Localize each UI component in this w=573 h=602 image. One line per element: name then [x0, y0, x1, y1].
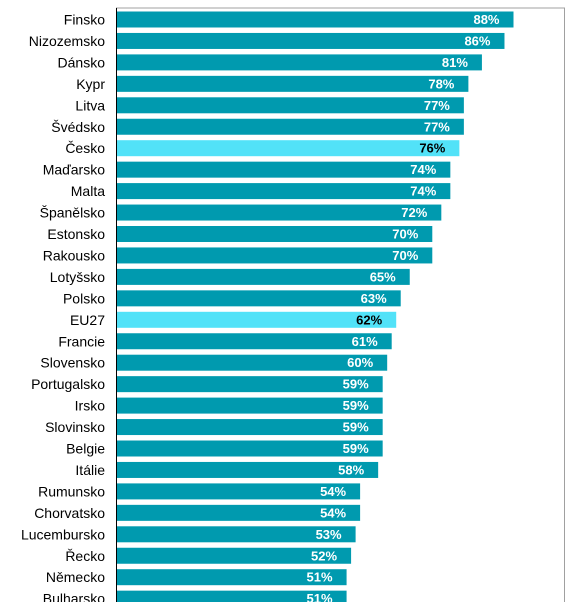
data-label-22: 54% — [320, 484, 346, 499]
bar-20 — [116, 440, 383, 457]
data-label-2: 81% — [442, 55, 468, 70]
category-label-22: Rumunsko — [38, 483, 105, 499]
category-label-1: Nizozemsko — [29, 33, 105, 49]
bar-17 — [116, 376, 383, 393]
category-label-6: Česko — [65, 140, 105, 156]
category-label-25: Řecko — [65, 548, 105, 564]
bar-1 — [116, 32, 505, 49]
data-label-27: 51% — [307, 591, 333, 602]
bar-13 — [116, 290, 401, 307]
bar-22 — [116, 483, 361, 500]
data-label-13: 63% — [361, 291, 387, 306]
bar-26 — [116, 569, 347, 586]
data-label-6: 76% — [419, 141, 445, 156]
bar-8 — [116, 183, 451, 200]
bar-16 — [116, 354, 388, 371]
bar-0 — [116, 11, 514, 28]
category-label-27: Bulharsko — [43, 591, 105, 602]
category-label-17: Portugalsko — [31, 376, 105, 392]
bar-2 — [116, 54, 482, 71]
category-label-15: Francie — [58, 333, 105, 349]
data-label-14: 62% — [356, 312, 382, 327]
category-labels-group: Finsko Nizozemsko Dánsko Kypr Litva Švédsko Če… — [21, 12, 105, 602]
bar-27 — [116, 590, 347, 602]
category-label-14: EU27 — [70, 312, 105, 328]
category-label-4: Litva — [75, 97, 105, 113]
data-label-10: 70% — [392, 227, 418, 242]
data-label-23: 54% — [320, 505, 346, 520]
bar-18 — [116, 397, 383, 414]
category-label-23: Chorvatsko — [34, 505, 105, 521]
category-label-5: Švédsko — [51, 119, 105, 135]
data-label-7: 74% — [410, 162, 436, 177]
category-label-12: Lotyšsko — [50, 269, 105, 285]
bar-12 — [116, 268, 410, 285]
category-label-2: Dánsko — [58, 54, 106, 70]
bar-6 — [116, 140, 460, 157]
data-label-20: 59% — [343, 441, 369, 456]
category-label-18: Irsko — [75, 398, 106, 414]
bar-5 — [116, 118, 464, 135]
bar-25 — [116, 547, 352, 564]
bar-14 — [116, 311, 397, 328]
data-label-26: 51% — [307, 570, 333, 585]
data-label-16: 60% — [347, 355, 373, 370]
data-label-24: 53% — [316, 527, 342, 542]
bar-10 — [116, 226, 433, 242]
category-label-16: Slovensko — [40, 355, 105, 371]
bar-9 — [116, 204, 442, 221]
category-label-21: Itálie — [75, 462, 105, 478]
category-label-7: Maďarsko — [43, 162, 106, 178]
bar-7 — [116, 161, 451, 178]
category-label-20: Belgie — [66, 441, 105, 457]
category-label-9: Španělsko — [40, 205, 106, 221]
category-label-11: Rakousko — [43, 247, 105, 263]
bar-21 — [116, 461, 379, 478]
data-label-8: 74% — [410, 184, 436, 199]
category-label-19: Slovinsko — [45, 419, 105, 435]
data-label-3: 78% — [428, 76, 454, 91]
category-label-8: Malta — [71, 183, 105, 199]
data-label-0: 88% — [473, 12, 499, 27]
category-label-13: Polsko — [63, 290, 105, 306]
category-label-26: Německo — [46, 569, 105, 585]
bar-24 — [116, 526, 356, 543]
category-label-0: Finsko — [64, 12, 105, 28]
data-label-17: 59% — [343, 377, 369, 392]
data-label-19: 59% — [343, 420, 369, 435]
data-label-5: 77% — [424, 119, 450, 134]
category-label-10: Estonsko — [47, 226, 105, 242]
data-label-4: 77% — [424, 98, 450, 113]
bar-11 — [116, 247, 433, 264]
data-label-9: 72% — [401, 205, 427, 220]
category-label-24: Lucembursko — [21, 526, 105, 542]
data-label-25: 52% — [311, 548, 337, 563]
bar-3 — [116, 75, 469, 92]
data-label-21: 58% — [338, 462, 364, 477]
data-label-1: 86% — [464, 33, 490, 48]
bar-19 — [116, 419, 383, 436]
bar-23 — [116, 504, 361, 521]
data-label-11: 70% — [392, 248, 418, 263]
category-label-3: Kypr — [76, 76, 105, 92]
bars-group: 88% 86% 81% 78% 77% 77% 76% 74% 74% 72% 70% 70% 65% 6… — [116, 11, 514, 602]
data-label-15: 61% — [352, 334, 378, 349]
data-label-12: 65% — [370, 269, 396, 284]
bar-15 — [116, 333, 392, 350]
bar-4 — [116, 97, 464, 114]
data-label-18: 59% — [343, 398, 369, 413]
